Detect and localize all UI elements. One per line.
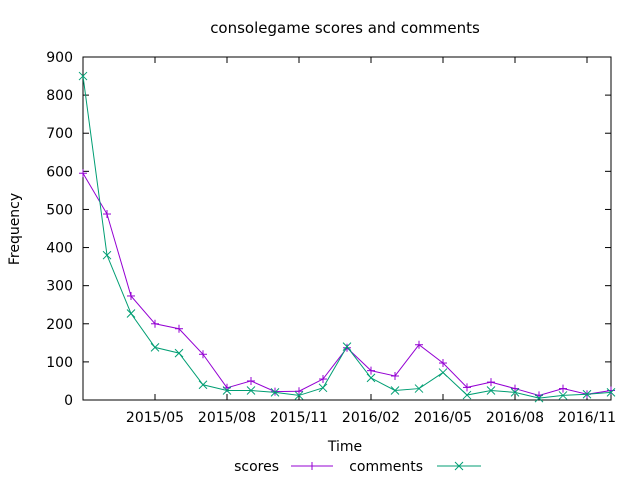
x-tick-label: 2015/11 — [270, 410, 328, 426]
data-point-scores — [607, 386, 615, 395]
x-tick-label: 2015/08 — [198, 410, 256, 426]
data-point-scores — [295, 387, 303, 396]
data-point-scores — [79, 169, 87, 178]
legend-marker — [454, 461, 464, 471]
y-tick-label: 0 — [64, 393, 73, 409]
x-axis: 2015/05 2015/08 2015/11 2016/02 2016/05 2016/… — [126, 57, 616, 426]
data-point-comments — [198, 380, 208, 390]
data-point-scores — [487, 378, 495, 387]
data-point-comments — [534, 393, 544, 403]
data-point-comments — [558, 391, 568, 400]
y-tick-label: 800 — [46, 88, 73, 104]
data-point-comments — [174, 348, 184, 358]
data-point-scores — [127, 291, 135, 300]
data-point-scores — [247, 376, 255, 385]
legend-item-scores: scores — [234, 459, 333, 475]
data-point-scores — [391, 371, 399, 380]
y-tick-label: 500 — [46, 202, 73, 218]
data-point-comments — [78, 71, 88, 81]
series-scores — [79, 169, 615, 400]
data-point-scores — [559, 384, 567, 393]
data-point-comments — [366, 373, 376, 383]
data-point-scores — [271, 387, 279, 396]
data-point-scores — [415, 340, 423, 349]
data-point-comments — [270, 388, 280, 397]
y-tick-label: 700 — [46, 126, 73, 142]
data-point-comments — [102, 250, 112, 260]
data-point-comments — [510, 388, 520, 397]
plot-area — [82, 56, 612, 401]
data-point-comments — [318, 383, 328, 393]
data-point-scores — [367, 366, 375, 375]
data-point-comments — [294, 391, 304, 400]
data-point-scores — [343, 343, 351, 352]
x-tick-label: 2016/11 — [558, 410, 616, 426]
data-point-scores — [199, 350, 207, 359]
data-point-scores — [463, 383, 471, 392]
plot-frame — [82, 56, 612, 401]
y-tick-label: 100 — [46, 355, 73, 371]
data-point-comments — [150, 343, 160, 352]
y-axis: 0 100 200 300 400 500 600 700 800 900 — [46, 50, 611, 409]
series-line-scores — [82, 172, 612, 396]
series-comments — [78, 71, 616, 403]
series-layer — [78, 71, 616, 403]
data-point-comments — [222, 386, 232, 395]
data-point-comments — [126, 309, 136, 318]
data-point-comments — [582, 389, 592, 399]
legend: scores comments — [234, 459, 481, 475]
chart-title: consolegame scores and comments — [210, 19, 480, 37]
y-axis-label: Frequency — [7, 193, 23, 265]
y-tick-label: 200 — [46, 317, 73, 333]
data-point-scores — [511, 384, 519, 393]
data-point-scores — [103, 210, 111, 219]
y-tick-label: 300 — [46, 279, 73, 295]
y-tick-label: 400 — [46, 241, 73, 257]
data-point-scores — [439, 359, 447, 368]
data-point-comments — [246, 386, 256, 395]
data-point-comments — [606, 388, 616, 397]
data-point-scores — [175, 324, 183, 333]
legend-item-comments: comments — [349, 459, 481, 475]
data-point-comments — [486, 386, 496, 395]
x-tick-label: 2016/08 — [486, 410, 544, 426]
x-tick-label: 2016/02 — [342, 410, 400, 426]
x-tick-label: 2015/05 — [126, 410, 184, 426]
data-point-comments — [462, 390, 472, 400]
data-point-comments — [438, 368, 448, 377]
data-point-scores — [319, 375, 327, 384]
legend-label: comments — [349, 459, 423, 475]
legend-marker — [308, 462, 316, 470]
data-point-comments — [390, 386, 400, 395]
data-point-comments — [414, 384, 424, 393]
data-point-scores — [151, 319, 159, 328]
data-point-comments — [342, 342, 352, 351]
x-axis-label: Time — [327, 439, 362, 455]
x-tick-label: 2016/05 — [414, 410, 472, 426]
y-tick-label: 600 — [46, 164, 73, 180]
y-tick-label: 900 — [46, 50, 73, 66]
legend-label: scores — [234, 459, 279, 475]
